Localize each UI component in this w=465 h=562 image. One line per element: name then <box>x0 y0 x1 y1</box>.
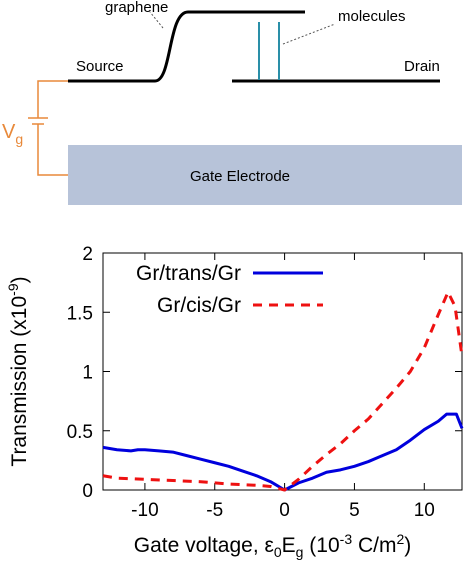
x-tick-label: -10 <box>131 500 158 521</box>
x-axis-label-part: E <box>282 534 296 557</box>
x-axis-label-part: ) <box>404 534 411 557</box>
x-axis-label-part: Gate voltage, ε <box>134 534 274 557</box>
vg-main: V <box>2 121 16 143</box>
x-axis-label-part: 2 <box>396 531 404 547</box>
y-tick-label: 0.5 <box>67 422 93 443</box>
legend-label: Gr/trans/Gr <box>136 262 241 285</box>
x-axis-label-part: C/m <box>352 534 396 557</box>
x-axis-label-part: -3 <box>340 531 353 547</box>
graphene-label: graphene <box>105 0 168 16</box>
x-tick-label: 5 <box>349 500 360 521</box>
series-line <box>102 290 464 492</box>
x-axis-label-part: (10 <box>303 534 339 557</box>
y-axis-label-main: Transmission (x10 <box>8 296 31 467</box>
schematic: graphene molecules Source Drain Gate Ele… <box>2 0 462 205</box>
y-tick-label: 2 <box>82 244 93 265</box>
y-tick-label: 1.5 <box>67 303 93 324</box>
gate-label: Gate Electrode <box>190 168 290 185</box>
molecules-label: molecules <box>338 8 406 25</box>
pointer <box>282 23 336 45</box>
x-axis-label-part: g <box>296 544 304 560</box>
source-label: Source <box>76 58 124 75</box>
vg-label: Vg <box>2 121 23 147</box>
x-tick-label: 0 <box>279 500 290 521</box>
graphene-source <box>68 10 305 83</box>
drain-label: Drain <box>404 58 440 75</box>
y-tick-label: 1 <box>82 363 93 384</box>
x-axis-label: Gate voltage, ε0Eg (10-3 C/m2) <box>134 531 411 560</box>
vg-sub: g <box>15 131 23 147</box>
y-axis-label-sup: -9 <box>5 283 21 296</box>
circuit <box>28 80 68 176</box>
legend-label: Gr/cis/Gr <box>157 294 241 317</box>
y-axis-label-end: ) <box>8 276 31 283</box>
plot-frame <box>102 252 463 491</box>
gate-electrode <box>68 145 462 205</box>
pointer <box>149 11 164 29</box>
y-tick-label: 0 <box>82 481 93 502</box>
x-tick-label: 10 <box>414 500 435 521</box>
x-axis-label-part: 0 <box>274 544 282 560</box>
y-axis-label: Transmission (x10-9) <box>5 276 31 466</box>
x-tick-label: -5 <box>206 500 223 521</box>
